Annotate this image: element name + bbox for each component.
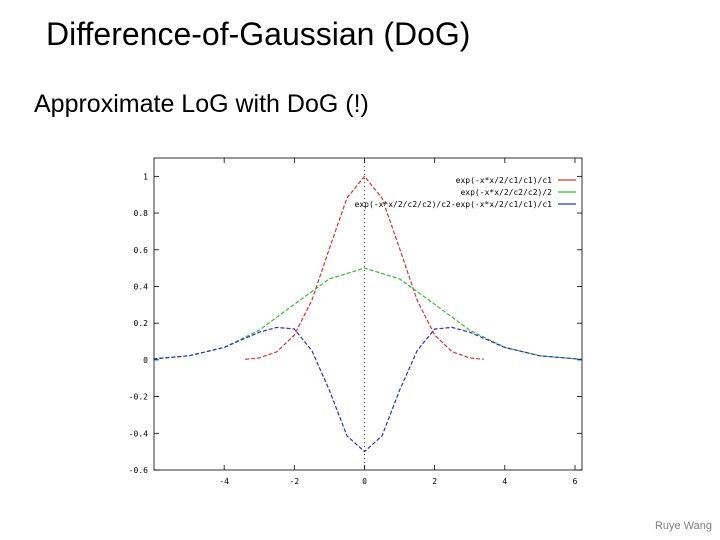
legend-label: exp(-x*x/2/c1/c1)/c1	[456, 176, 553, 185]
slide-subtitle: Approximate LoG with DoG (!)	[34, 90, 369, 118]
x-tick-label: 2	[432, 477, 437, 486]
slide-title: Difference-of-Gaussian (DoG)	[46, 16, 471, 52]
y-tick-label: -0.6	[129, 466, 148, 475]
x-tick-label: 0	[362, 477, 367, 486]
legend-label: exp(-x*x/2/c2/c2)/2	[460, 188, 552, 197]
dog-plot: -0.6 -0.4 -0.2 0 0.2 0.4 0.6 0.8 1 -4 -2 0 2 4 6 exp(-…	[129, 157, 583, 486]
y-tick-label: 0.2	[134, 319, 149, 328]
plot-frame	[153, 157, 583, 471]
series-line	[153, 326, 583, 453]
x-tick-label: -2	[290, 477, 300, 486]
x-tick-label: -4	[219, 477, 229, 486]
x-tick-label: 6	[573, 477, 578, 486]
y-tick-label: 0.6	[134, 246, 149, 255]
legend: exp(-x*x/2/c1/c1)/c1 exp(-x*x/2/c2/c2)/2 e…	[355, 176, 576, 209]
x-tick-label: 4	[502, 477, 507, 486]
y-tick-label: 0.8	[134, 209, 149, 218]
series-line	[245, 175, 484, 360]
y-tick-label: 0	[143, 356, 148, 365]
y-tick-label: -0.4	[129, 429, 148, 438]
footer-author: Ruye Wang	[654, 520, 712, 532]
y-tick-label: 1	[143, 172, 148, 181]
axis-ticks: -0.6 -0.4 -0.2 0 0.2 0.4 0.6 0.8 1 -4 -2 0 2 4 6	[129, 158, 582, 486]
series-line	[153, 267, 583, 360]
legend-label: exp(-x*x/2/c2/c2)/c2-exp(-x*x/2/c1/c1)/c…	[355, 200, 553, 209]
y-tick-label: -0.2	[129, 393, 148, 402]
series-lines	[153, 175, 583, 453]
y-tick-label: 0.4	[134, 282, 149, 291]
